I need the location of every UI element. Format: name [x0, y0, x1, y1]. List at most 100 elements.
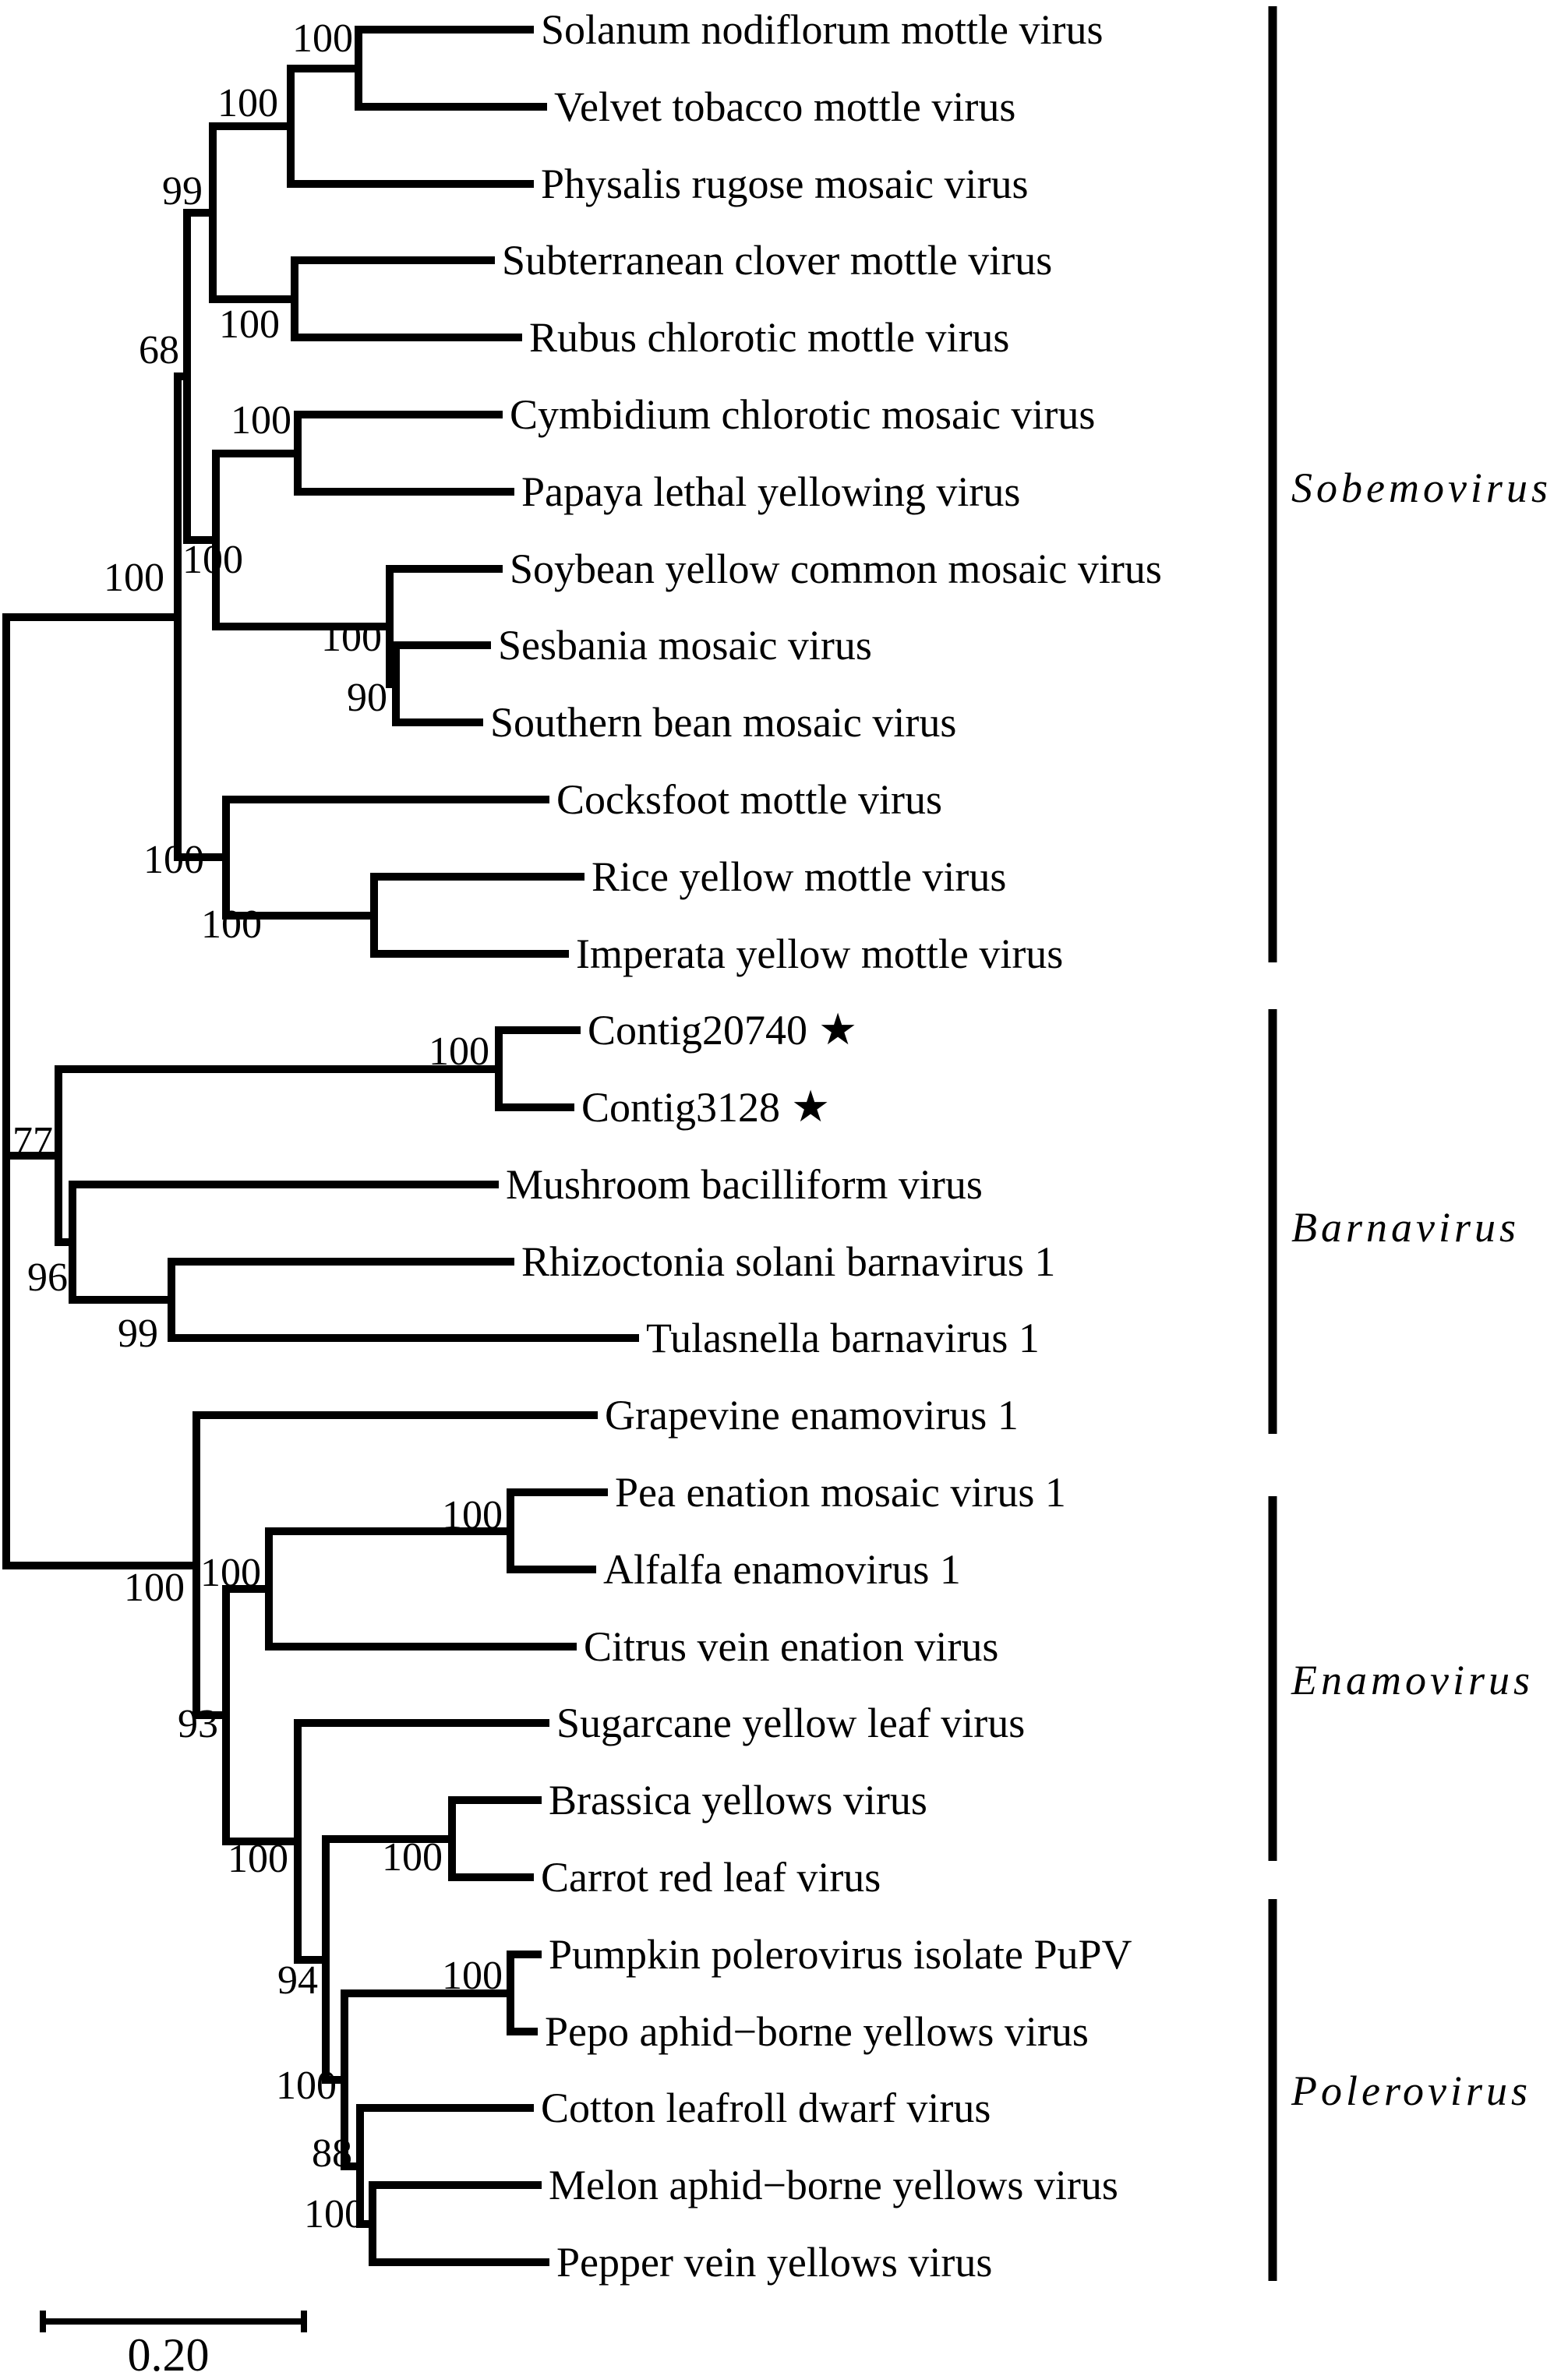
- taxon-label: Sesbania mosaic virus: [498, 622, 872, 669]
- genus-brackets: Sobemovirus Barnavirus Enamovirus Polerovir…: [1268, 6, 1552, 2281]
- bootstrap-value-n94: 94: [277, 1958, 318, 2003]
- taxon-labels: Solanum nodiflorum mottle virus Velvet to…: [490, 6, 1162, 2286]
- bootstrap-value-cymsoy: 100: [182, 538, 243, 582]
- taxon-name: Pepper vein yellows virus: [556, 2239, 992, 2286]
- bootstrap-value-n68: 68: [139, 328, 179, 372]
- taxon-label: Papaya lethal yellowing virus: [521, 468, 1020, 515]
- taxon-label: Cotton leafroll dwarf virus: [541, 2085, 991, 2131]
- taxon-name: Physalis rugose mosaic virus: [541, 161, 1028, 207]
- taxon-name: Subterranean clover mottle virus: [502, 237, 1052, 284]
- taxon-name: Sugarcane yellow leaf virus: [556, 1700, 1025, 1746]
- taxon-name: Velvet tobacco mottle virus: [554, 83, 1015, 130]
- taxon-label: Velvet tobacco mottle virus: [554, 83, 1015, 130]
- taxon-label: Contig20740 ★: [588, 1004, 857, 1055]
- taxon-label: Tulasnella barnavirus 1: [646, 1315, 1040, 1361]
- genus-label-polerovirus: Polerovirus: [1291, 2067, 1531, 2114]
- taxon-name: Contig3128: [581, 1084, 780, 1131]
- bootstrap-value-sugclade: 100: [228, 1837, 288, 1881]
- taxon-label: Imperata yellow mottle virus: [576, 930, 1063, 977]
- taxon-label: Pepo aphid−borne yellows virus: [545, 2008, 1089, 2055]
- taxon-label: Southern bean mosaic virus: [490, 699, 956, 746]
- star-icon: ★: [791, 1082, 830, 1132]
- taxon-label: Soybean yellow common mosaic virus: [510, 545, 1162, 592]
- taxon-label: Melon aphid−borne yellows virus: [549, 2162, 1118, 2208]
- bootstrap-values: 100 100 100 99 100 90 100 100 68 100 100 100 100 99 96…: [12, 16, 503, 2237]
- bootstrap-value-n93: 93: [178, 1702, 218, 1746]
- taxon-name: Rhizoctonia solani barnavirus 1: [521, 1238, 1055, 1285]
- bootstrap-value-soyclade: 100: [321, 616, 382, 660]
- taxon-label: Contig3128 ★: [581, 1082, 830, 1132]
- bootstrap-value-polecore: 100: [276, 2064, 337, 2108]
- taxon-name: Imperata yellow mottle virus: [576, 930, 1063, 977]
- taxon-name: Carrot red leaf virus: [541, 1854, 881, 1901]
- bootstrap-value-subrub: 100: [219, 302, 280, 347]
- taxon-name: Pepo aphid−borne yellows virus: [545, 2008, 1089, 2055]
- taxon-name: Brassica yellows virus: [549, 1777, 927, 1823]
- taxon-name: Citrus vein enation virus: [584, 1623, 998, 1670]
- star-icon: ★: [818, 1004, 857, 1055]
- taxon-label: Alfalfa enamovirus 1: [603, 1546, 961, 1593]
- bootstrap-value-peaalf: 100: [442, 1493, 503, 1538]
- bootstrap-value-n88: 88: [312, 2131, 352, 2176]
- taxon-label: Mushroom bacilliform virus: [506, 1161, 983, 1208]
- taxon-label: Sugarcane yellow leaf virus: [556, 1700, 1025, 1746]
- taxon-name: Sesbania mosaic virus: [498, 622, 872, 669]
- taxon-name: Mushroom bacilliform virus: [506, 1161, 983, 1208]
- taxon-label: Rice yellow mottle virus: [592, 853, 1006, 900]
- taxon-label: Solanum nodiflorum mottle virus: [541, 6, 1103, 53]
- bootstrap-value-contigs: 100: [429, 1029, 489, 1074]
- taxon-label: Pea enation mosaic virus 1: [615, 1469, 1066, 1516]
- bootstrap-value-sessou: 90: [347, 676, 387, 720]
- taxon-name: Melon aphid−borne yellows virus: [549, 2162, 1118, 2208]
- bootstrap-value-enamcore: 100: [200, 1551, 261, 1595]
- taxon-label: Brassica yellows virus: [549, 1777, 927, 1823]
- bootstrap-value-riceimp: 100: [201, 902, 262, 947]
- taxon-name: Soybean yellow common mosaic virus: [510, 545, 1162, 592]
- taxon-name: Cotton leafroll dwarf virus: [541, 2085, 991, 2131]
- genus-label-enamovirus: Enamovirus: [1291, 1657, 1534, 1703]
- taxon-label: Cocksfoot mottle virus: [556, 776, 942, 823]
- taxon-label: Carrot red leaf virus: [541, 1854, 881, 1901]
- taxon-label: Subterranean clover mottle virus: [502, 237, 1052, 284]
- taxon-name: Cymbidium chlorotic mosaic virus: [510, 391, 1095, 438]
- taxon-name: Pea enation mosaic virus 1: [615, 1469, 1066, 1516]
- bootstrap-value-n99top: 99: [162, 169, 203, 214]
- taxon-label: Pumpkin polerovirus isolate PuPV: [549, 1931, 1132, 1978]
- taxon-name: Tulasnella barnavirus 1: [646, 1315, 1040, 1361]
- taxon-label: Grapevine enamovirus 1: [605, 1392, 1019, 1439]
- taxon-name: Alfalfa enamovirus 1: [603, 1546, 961, 1593]
- scale-bar: 0.20: [40, 2311, 307, 2376]
- bootstrap-value-melpep: 100: [304, 2192, 365, 2237]
- bootstrap-value-solvel: 100: [292, 16, 353, 61]
- bootstrap-value-solvelphy: 100: [217, 81, 278, 125]
- bootstrap-value-rhitul: 99: [118, 1312, 158, 1356]
- bootstrap-value-n96: 96: [27, 1255, 68, 1300]
- taxon-name: Papaya lethal yellowing virus: [521, 468, 1020, 515]
- genus-label-barnavirus: Barnavirus: [1291, 1204, 1520, 1251]
- bootstrap-value-bracar: 100: [382, 1835, 443, 1880]
- taxon-name: Solanum nodiflorum mottle virus: [541, 6, 1103, 53]
- scale-bar-label: 0.20: [128, 2329, 210, 2376]
- taxon-label: Citrus vein enation virus: [584, 1623, 998, 1670]
- bootstrap-value-cockclade: 100: [143, 838, 204, 882]
- taxon-name: Pumpkin polerovirus isolate PuPV: [549, 1931, 1132, 1978]
- taxon-name: Grapevine enamovirus 1: [605, 1392, 1019, 1439]
- genus-label-sobemovirus: Sobemovirus: [1291, 464, 1552, 511]
- taxon-name: Rice yellow mottle virus: [592, 853, 1006, 900]
- bootstrap-value-cympap: 100: [231, 398, 291, 443]
- taxon-name: Southern bean mosaic virus: [490, 699, 956, 746]
- taxon-label: Physalis rugose mosaic virus: [541, 161, 1028, 207]
- bootstrap-value-grapeclade: 100: [124, 1566, 185, 1610]
- taxon-label: Rhizoctonia solani barnavirus 1: [521, 1238, 1055, 1285]
- bootstrap-value-n77: 77: [12, 1119, 53, 1163]
- tree-branches: [2, 26, 639, 2266]
- taxon-name: Contig20740: [588, 1007, 807, 1054]
- taxon-label: Rubus chlorotic mottle virus: [529, 314, 1009, 361]
- taxon-label: Pepper vein yellows virus: [556, 2239, 992, 2286]
- bootstrap-value-pumpep: 100: [442, 1954, 503, 1998]
- taxon-name: Rubus chlorotic mottle virus: [529, 314, 1009, 361]
- taxon-name: Cocksfoot mottle virus: [556, 776, 942, 823]
- taxon-label: Cymbidium chlorotic mosaic virus: [510, 391, 1095, 438]
